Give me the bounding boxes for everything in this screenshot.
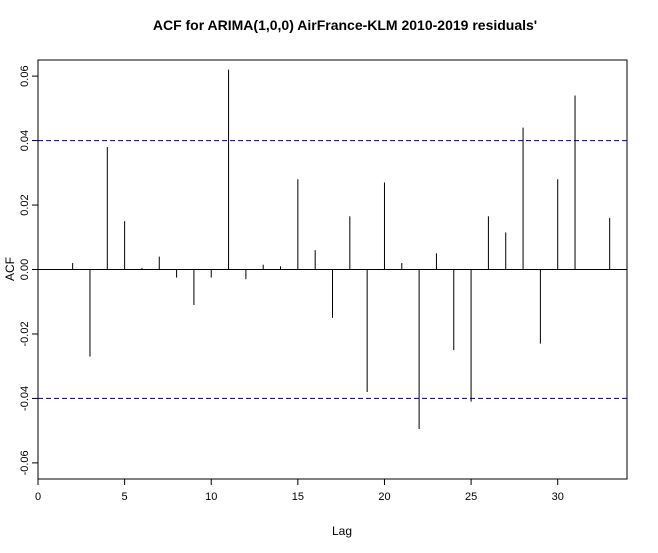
y-tick-label: 0.04: [19, 130, 31, 151]
y-tick-label: 0.06: [19, 65, 31, 86]
x-tick-label: 20: [378, 491, 390, 503]
y-axis: -0.06 -0.04 -0.02 0.00 0.02 0.04 0.06: [19, 65, 38, 475]
x-tick-label: 5: [122, 491, 128, 503]
x-tick-label: 25: [465, 491, 477, 503]
x-axis: 0 5 10 15 20 25 30: [35, 479, 564, 503]
y-tick-label: -0.04: [19, 386, 31, 411]
x-tick-label: 30: [552, 491, 564, 503]
acf-spikes: [72, 69, 611, 430]
chart-title: ACF for ARIMA(1,0,0) AirFrance-KLM 2010-…: [153, 17, 537, 33]
y-tick-label: 0.00: [19, 259, 31, 280]
x-tick-label: 15: [292, 491, 304, 503]
y-tick-label: -0.06: [19, 450, 31, 475]
y-tick-label: -0.02: [19, 321, 31, 346]
confidence-bands: [38, 140, 627, 399]
x-tick-label: 0: [35, 491, 41, 503]
x-tick-label: 10: [205, 491, 217, 503]
y-tick-label: 0.02: [19, 194, 31, 215]
y-axis-label: ACF: [3, 257, 17, 281]
x-axis-label: Lag: [332, 524, 352, 538]
